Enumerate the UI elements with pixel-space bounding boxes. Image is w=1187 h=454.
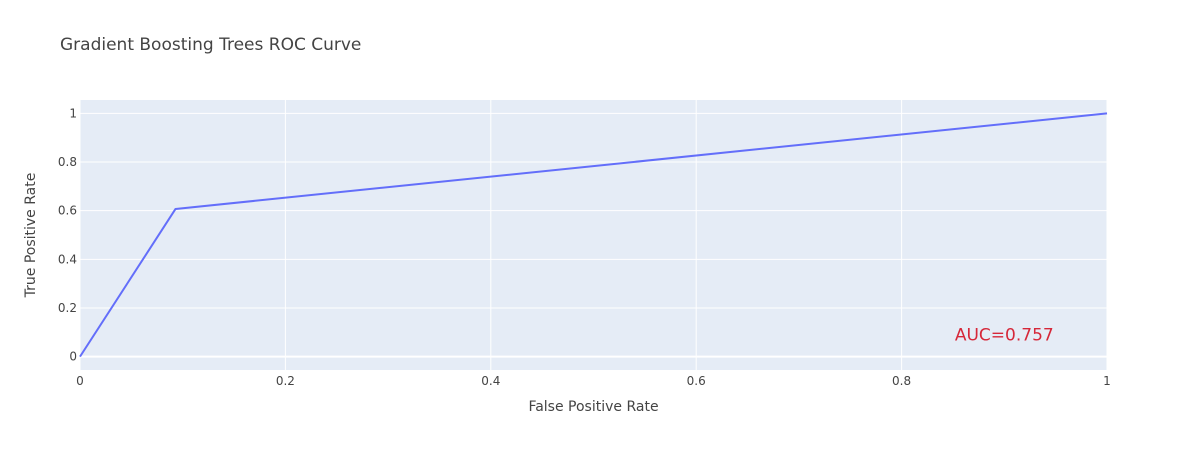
auc-annotation: AUC=0.757 [955,326,1054,346]
y-tick-labels: 0 0.2 0.4 0.6 0.8 1 [58,106,77,363]
x-tick-label: 0.6 [687,374,706,388]
x-tick-label: 0.2 [276,374,295,388]
x-tick-label: 0.8 [892,374,911,388]
series-layer [79,112,1108,358]
x-tick-label: 0.4 [481,374,500,388]
y-axis-title: True Positive Rate [23,173,39,299]
plot-area [80,100,1107,370]
x-gridlines [79,100,1108,370]
chart-title: Gradient Boosting Trees ROC Curve [60,35,361,55]
y-tick-label: 0.8 [58,155,77,169]
x-tick-labels: 0 0.2 0.4 0.6 0.8 1 [76,374,1111,388]
y-tick-label: 0.4 [58,252,77,266]
y-tick-label: 0 [69,350,77,364]
y-tick-label: 0.6 [58,204,77,218]
x-tick-label: 1 [1103,374,1111,388]
x-tick-label: 0 [76,374,84,388]
y-gridlines [80,112,1107,358]
roc-curve-line [79,112,1108,358]
y-tick-label: 1 [69,106,77,120]
x-axis-title: False Positive Rate [528,399,658,415]
y-tick-label: 0.2 [58,301,77,315]
